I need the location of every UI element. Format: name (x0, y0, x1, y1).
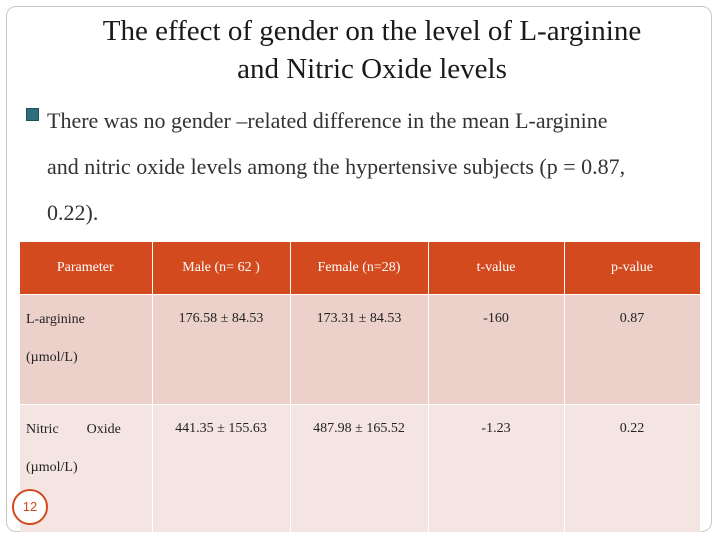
header-t-value: t-value (428, 242, 565, 295)
male-value: 176.58 ± 84.53 (152, 294, 291, 405)
female-value: 173.31 ± 84.53 (290, 294, 429, 405)
slide-number-badge: 12 (12, 489, 48, 525)
title-line-2: and Nitric Oxide levels (237, 53, 507, 85)
table-row: L-arginine (µmol/L) 176.58 ± 84.53 173.3… (20, 294, 701, 405)
checkbox-bullet-icon (26, 108, 39, 121)
t-value: -160 (428, 294, 565, 405)
header-p-value: p-value (564, 242, 701, 295)
bullet-line-1: There was no gender –related difference … (47, 108, 608, 133)
header-parameter: Parameter (20, 242, 153, 295)
table-header-row: Parameter Male (n= 62 ) Female (n=28) t-… (20, 242, 701, 295)
parameter-cell: L-arginine (µmol/L) (20, 294, 153, 405)
title-line-1: The effect of gender on the level of L-a… (102, 15, 642, 47)
parameter-unit: (µmol/L) (26, 460, 78, 475)
header-male: Male (n= 62 ) (152, 242, 291, 295)
bullet-line-3: 0.22). (47, 200, 99, 225)
bullet-point: There was no gender –related difference … (26, 98, 696, 236)
table-row: Nitric Oxide (µmol/L) 441.35 ± 155.63 48… (20, 404, 701, 532)
female-value: 487.98 ± 165.52 (290, 404, 429, 532)
slide-title: The effect of gender on the level of L-a… (30, 12, 714, 88)
parameter-unit: (µmol/L) (26, 350, 78, 365)
p-value: 0.22 (564, 404, 701, 532)
bullet-line-2: and nitric oxide levels among the hypert… (47, 154, 626, 179)
header-female: Female (n=28) (290, 242, 429, 295)
parameter-name: L-arginine (26, 312, 85, 327)
p-value: 0.87 (564, 294, 701, 405)
parameter-name: Nitric Oxide (26, 422, 121, 437)
results-table: Parameter Male (n= 62 ) Female (n=28) t-… (20, 242, 701, 532)
t-value: -1.23 (428, 404, 565, 532)
male-value: 441.35 ± 155.63 (152, 404, 291, 532)
